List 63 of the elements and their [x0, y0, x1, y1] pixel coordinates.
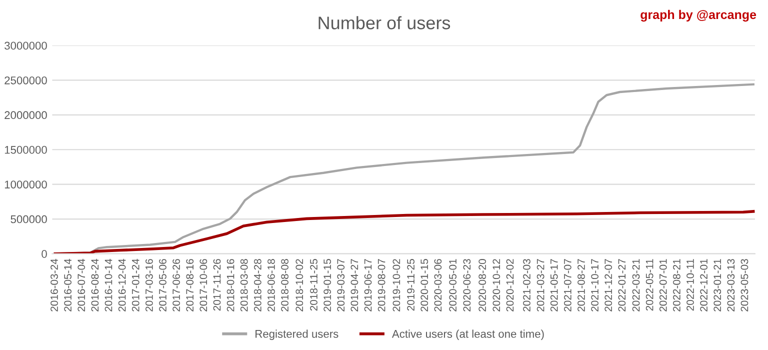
- x-tick-label: 2020-08-20: [478, 259, 486, 312]
- x-tick-label: 2020-03-06: [434, 259, 442, 312]
- x-tick-label: 2017-05-06: [159, 259, 166, 312]
- x-tick-label: 2019-06-17: [364, 259, 372, 312]
- legend-label: Active users (at least one time): [392, 330, 544, 340]
- x-tick-label: 2020-01-15: [420, 259, 428, 312]
- x-tick-label: 2022-03-21: [632, 259, 640, 312]
- x-tick-label: 2018-10-02: [296, 259, 304, 312]
- x-tick-label: 2019-04-27: [350, 259, 358, 312]
- x-tick-label: 2019-08-07: [378, 259, 386, 312]
- x-tick-label: 2023-05-03: [740, 259, 748, 312]
- x-tick-label: 2017-03-16: [145, 259, 153, 312]
- x-tick-label: 2018-04-28: [254, 259, 262, 312]
- x-tick-label: 2021-12-07: [604, 259, 612, 312]
- x-tick-label: 2016-12-04: [118, 258, 126, 312]
- y-tick-label: 1500000: [4, 146, 47, 154]
- x-tick-label: 2019-03-07: [337, 259, 345, 312]
- x-tick-label: 2022-10-11: [686, 259, 694, 311]
- x-tick-label: 2016-10-14: [104, 258, 112, 312]
- x-tick-label: 2021-02-03: [523, 259, 530, 312]
- chart-title: Number of users: [318, 16, 450, 30]
- y-tick-label: 2000000: [4, 111, 47, 120]
- legend-label: Registered users: [256, 330, 338, 340]
- x-tick-label: 2018-11-25: [310, 259, 318, 311]
- x-tick-label: 2021-03-27: [536, 259, 544, 312]
- x-tick-label: 2017-06-26: [172, 259, 180, 312]
- x-tick-label: 2020-10-12: [492, 259, 500, 312]
- y-tick-label: 0: [42, 250, 47, 258]
- x-tick-label: 2017-08-16: [186, 259, 194, 312]
- x-tick-label: 2022-01-27: [618, 259, 626, 312]
- x-tick-label: 2016-03-24: [50, 258, 58, 312]
- x-tick-label: 2020-05-01: [449, 259, 456, 312]
- y-tick-label: 500000: [10, 215, 47, 224]
- x-tick-label: 2022-07-01: [659, 259, 667, 312]
- x-tick-label: 2020-06-23: [463, 259, 471, 312]
- x-tick-label: 2021-10-17: [591, 259, 598, 312]
- x-tick-label: 2018-03-08: [240, 259, 248, 312]
- x-tick-label: 2020-12-02: [506, 259, 514, 312]
- x-tick-label: 2018-01-16: [226, 259, 234, 312]
- x-tick-label: 2021-07-07: [564, 259, 572, 312]
- x-tick-label: 2016-08-24: [91, 258, 99, 312]
- x-tick-label: 2022-12-01: [700, 259, 708, 312]
- y-tick-label: 2500000: [4, 76, 47, 84]
- y-tick-label: 3000000: [4, 42, 47, 50]
- x-tick-label: 2022-08-21: [672, 259, 680, 312]
- line-series: [54, 210, 755, 254]
- x-tick-label: 2021-05-17: [550, 259, 558, 312]
- x-tick-label: 2019-01-15: [324, 259, 332, 312]
- x-tick-label: 2016-07-04: [78, 258, 86, 312]
- x-tick-label: 2018-06-18: [268, 259, 275, 312]
- x-tick-label: 2017-01-24: [132, 258, 140, 312]
- x-tick-label: 2017-10-06: [200, 259, 208, 312]
- x-tick-label: 2023-01-21: [714, 259, 722, 312]
- x-tick-label: 2018-08-08: [281, 259, 288, 312]
- x-tick-label: 2022-05-11: [646, 259, 654, 311]
- x-tick-label: 2019-11-25: [407, 259, 414, 311]
- x-tick-label: 2019-10-02: [392, 259, 400, 312]
- x-tick-label: 2021-08-27: [578, 259, 585, 312]
- y-tick-label: 1000000: [4, 180, 47, 188]
- x-tick-label: 2023-03-13: [727, 259, 735, 312]
- text: graph by @arcange: [640, 10, 756, 22]
- x-tick-label: 2017-11-26: [213, 259, 221, 311]
- x-tick-label: 2016-05-14: [64, 258, 72, 312]
